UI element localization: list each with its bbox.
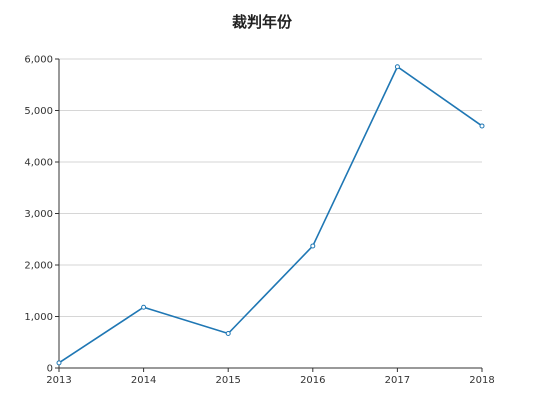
x-tick-label: 2016	[300, 375, 325, 386]
y-tick-labels: 0 1,000 2,000 3,000 4,000 5,000 6,000	[24, 55, 53, 375]
y-tick-label: 3,000	[24, 209, 53, 220]
y-tick-label: 4,000	[24, 158, 53, 169]
x-tick-label: 2013	[46, 375, 71, 386]
y-tick-label: 6,000	[24, 55, 53, 66]
data-point	[310, 243, 316, 249]
data-point	[141, 304, 147, 310]
x-tick-label: 2017	[385, 375, 410, 386]
x-tick-label: 2018	[469, 375, 494, 386]
chart-title: 裁判年份	[232, 13, 293, 31]
data-point	[394, 64, 400, 70]
grid-lines	[55, 58, 482, 369]
data-point	[225, 330, 231, 336]
y-tick-label: 2,000	[24, 261, 53, 272]
series	[56, 64, 485, 366]
x-tick-label: 2015	[215, 375, 240, 386]
series-line	[58, 65, 483, 364]
x-tick-label: 2014	[131, 375, 156, 386]
y-tick-label: 1,000	[24, 312, 53, 323]
axes	[58, 59, 482, 369]
y-tick-label: 0	[47, 364, 53, 375]
data-point	[56, 360, 62, 366]
y-tick-label: 5,000	[24, 106, 53, 117]
x-tick-labels: 2013 2014 2015 2016 2017 2018	[46, 368, 495, 386]
data-point	[479, 123, 485, 129]
